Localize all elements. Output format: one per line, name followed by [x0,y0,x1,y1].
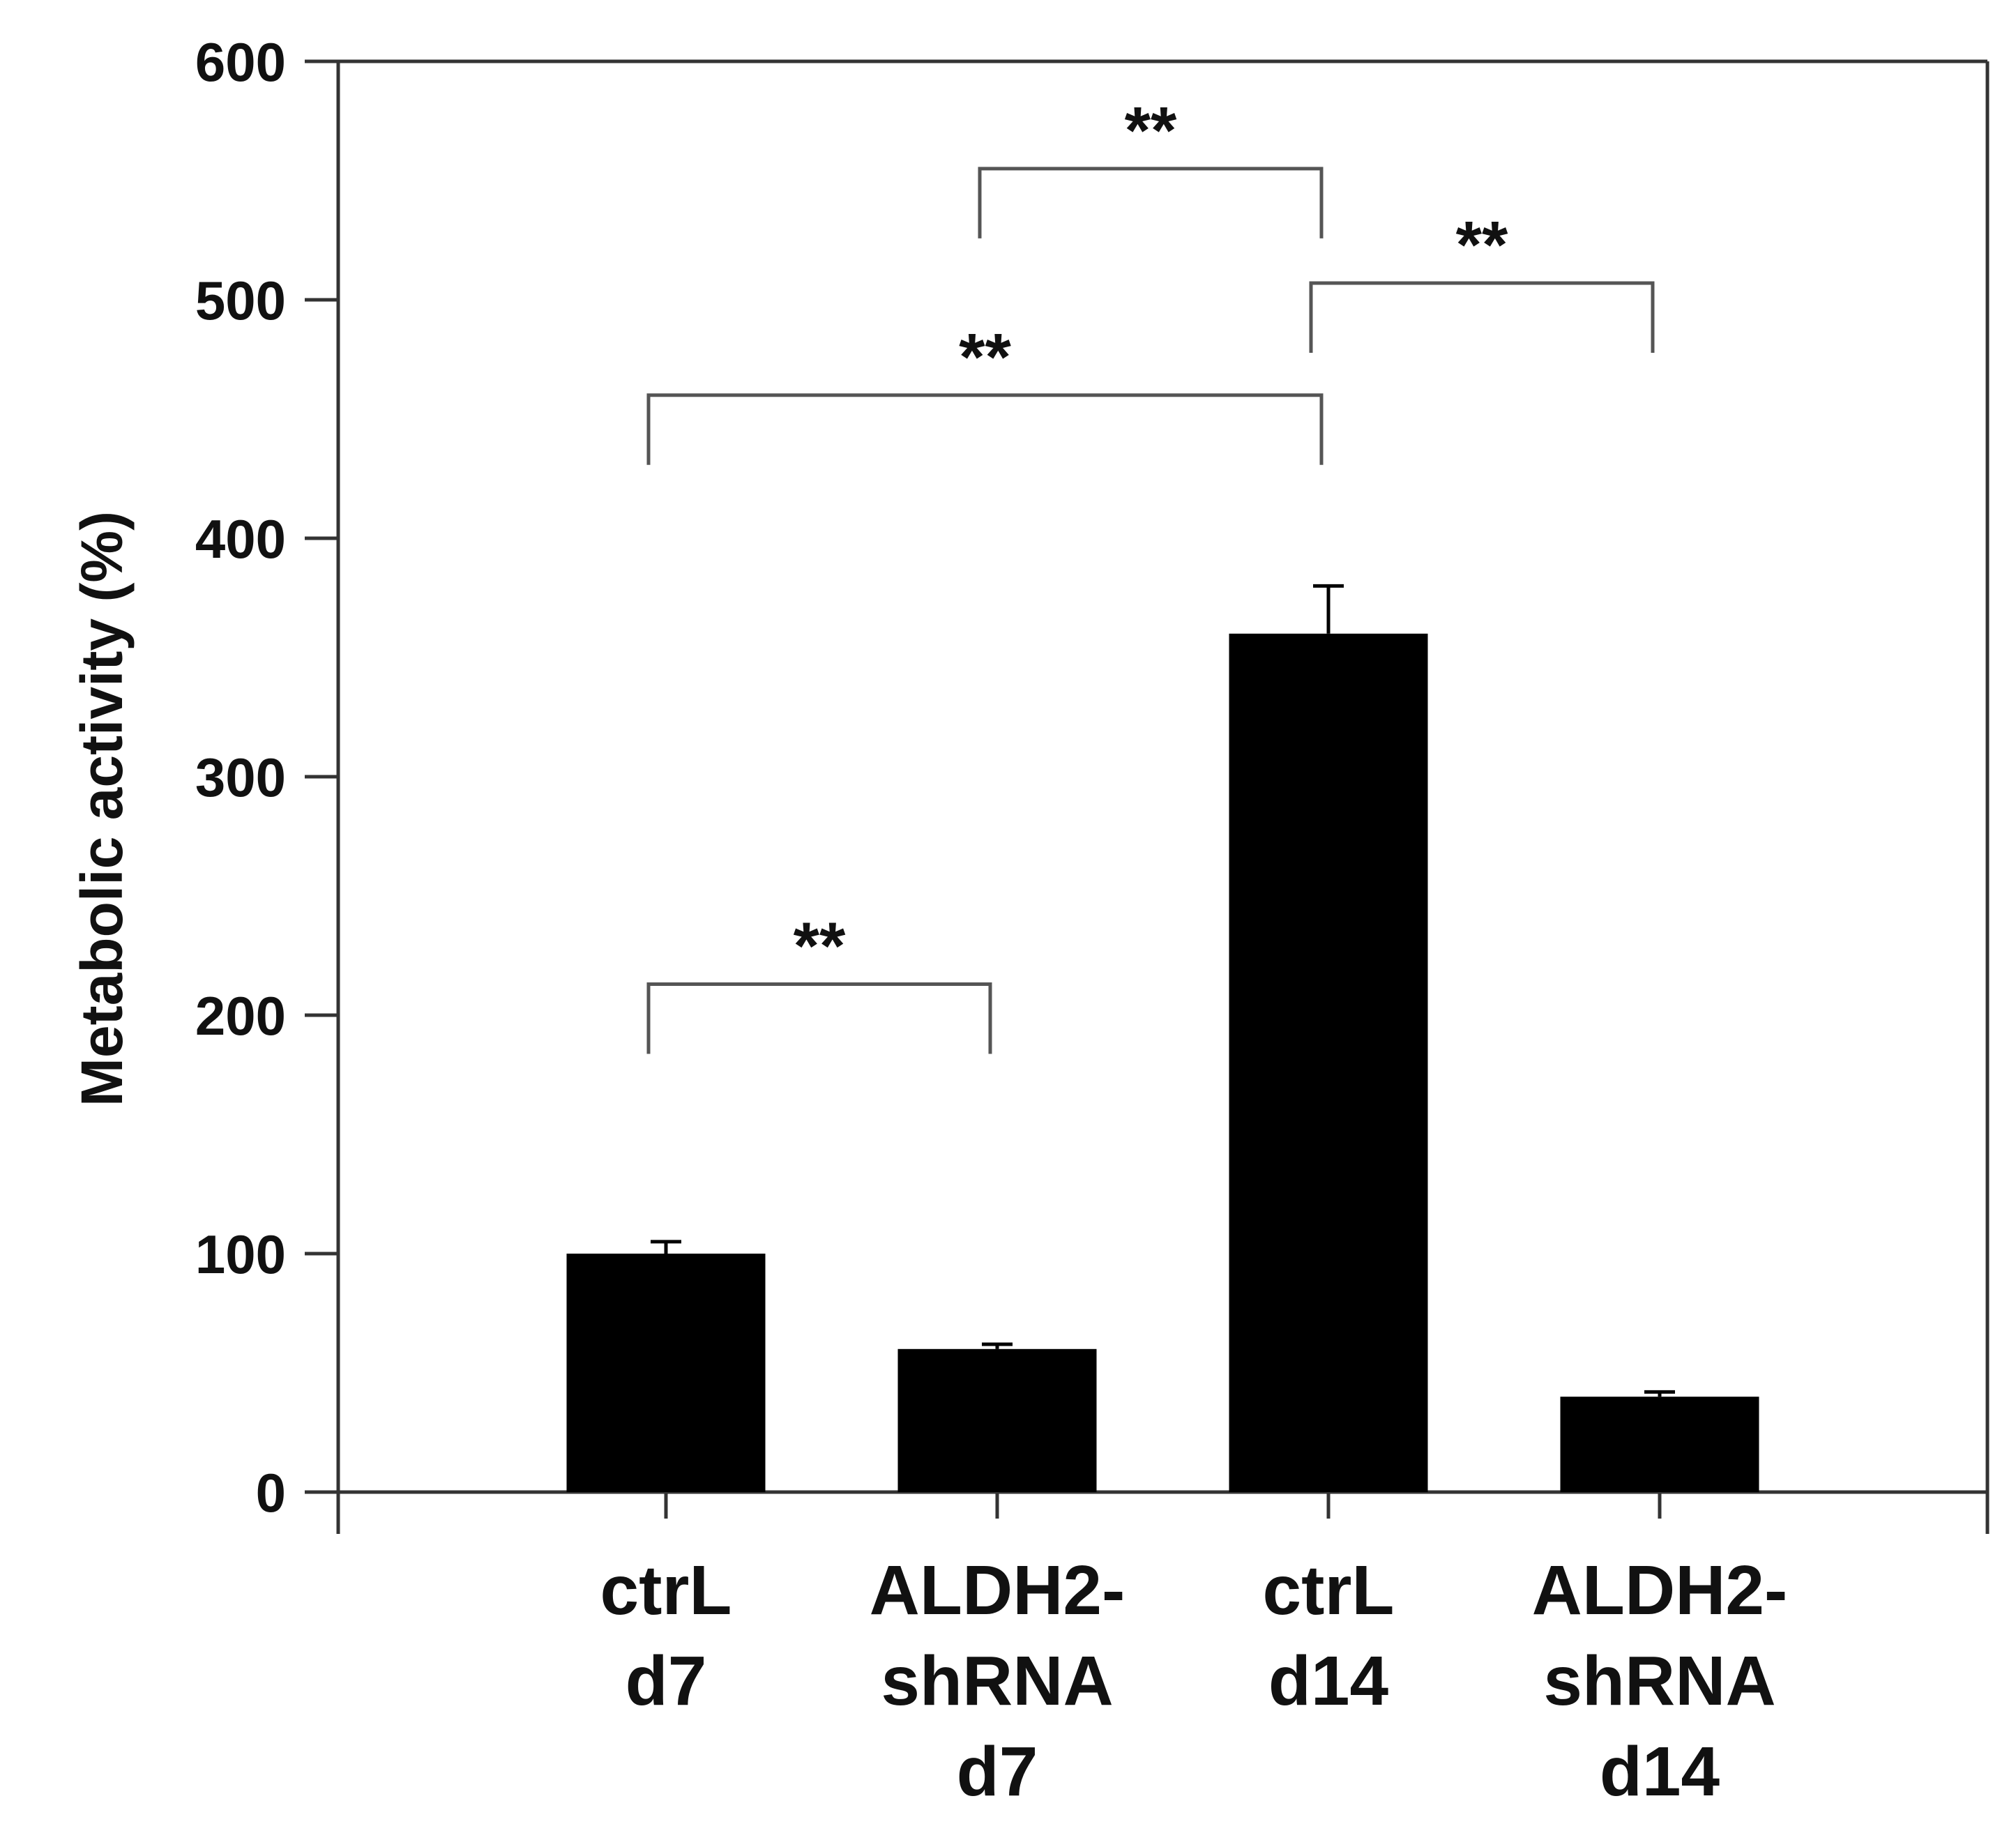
significance-bracket [646,982,992,1054]
x-category-label: shRNA [1543,1642,1775,1720]
y-tick-label: 400 [195,508,286,570]
bar [566,1254,766,1492]
y-tick-label: 100 [195,1224,286,1285]
x-category-label: d7 [957,1733,1038,1811]
y-tick-label: 300 [195,747,286,808]
bar [897,1348,1097,1492]
y-tick-label: 500 [195,270,286,331]
y-tick-label: 200 [195,985,286,1047]
y-tick-label: 600 [195,31,286,93]
y-axis-title: Metabolic activity (%) [69,511,135,1107]
x-category-label: d14 [1600,1733,1720,1811]
significance-bracket [646,393,1324,465]
x-category-label: d14 [1268,1642,1389,1720]
x-category-label: ALDH2- [870,1551,1126,1629]
x-category-label: ctrL [600,1551,732,1629]
x-category-label: ALDH2- [1532,1551,1788,1629]
significance-label: ** [794,909,846,984]
significance-label: ** [1456,208,1508,282]
x-category-label: shRNA [881,1642,1113,1720]
x-axis-labels: ctrL d7 ALDH2- shRNA d7 ctrL d14 ALDH2- shRNA d14 [600,1551,1788,1811]
significance-label: ** [959,320,1011,395]
bar [1229,633,1428,1492]
y-tick-label: 0 [256,1462,286,1523]
x-category-label: d7 [626,1642,707,1720]
y-axis: 0 100 200 300 400 500 600 [195,31,338,1523]
significance-label: ** [1125,93,1177,168]
bars [566,584,1759,1492]
bar [1560,1397,1759,1492]
significance-bracket [1309,281,1655,353]
significance-bracket [978,167,1324,238]
x-category-label: ctrL [1263,1551,1395,1629]
significance-brackets: ** ** ** ** [646,93,1655,1054]
